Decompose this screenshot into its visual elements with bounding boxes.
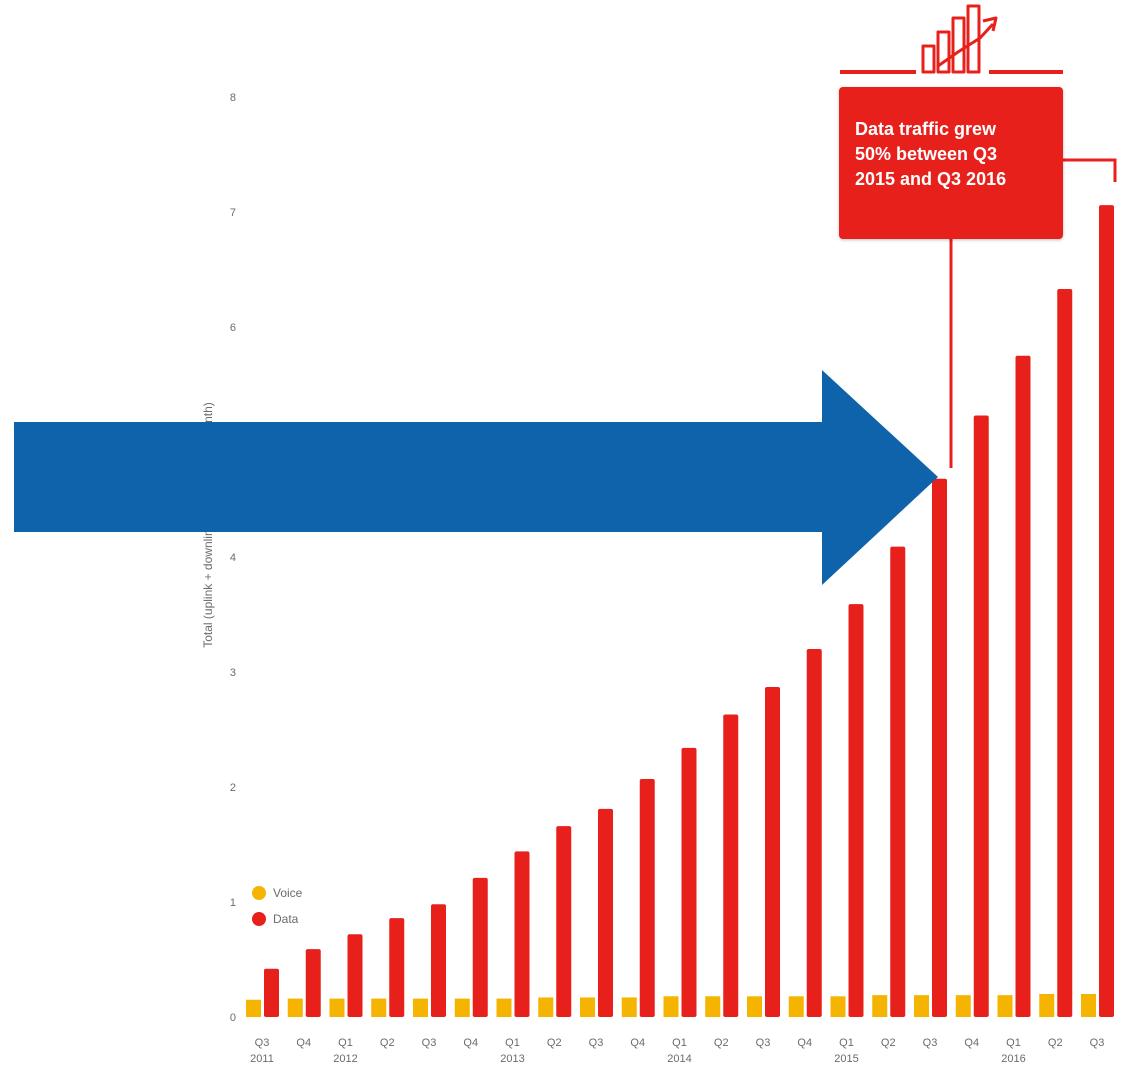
data-bar: [472, 877, 488, 1017]
data-bar: [598, 808, 613, 1017]
data-bar: [681, 747, 697, 1017]
data-bar: [1099, 205, 1114, 1018]
x-axis: Q3 Q4 Q1 Q2 Q3 Q4 Q1 Q2 Q3 Q4 Q1 Q2 Q3 Q4 Q1 Q2 Q3 Q4 Q1 Q2…: [250, 1037, 1104, 1065]
data-bar: [973, 415, 989, 1017]
annotation-box: Data traffic grew 50% between Q3 2015 an…: [839, 87, 1063, 239]
data-bar: [639, 778, 655, 1017]
voice-bar: [872, 995, 888, 1017]
legend-data-swatch: [252, 912, 266, 926]
voice-bar: [413, 998, 428, 1017]
data-bar: [305, 949, 321, 1017]
voice-bar: [997, 995, 1013, 1017]
x-tick-label: Q2: [714, 1037, 729, 1049]
voice-bar: [454, 998, 470, 1017]
voice-bar: [1039, 994, 1055, 1017]
data-bar: [890, 546, 906, 1017]
data-bar: [806, 649, 822, 1017]
data-bar: [723, 714, 739, 1017]
legend-voice-label: Voice: [273, 886, 303, 900]
annotation-line-1: Data traffic grew: [855, 119, 997, 139]
x-tick-label: Q3: [923, 1037, 938, 1049]
x-year-label: 2012: [333, 1053, 357, 1065]
callout-connector: [840, 70, 1117, 468]
x-year-label: 2016: [1001, 1053, 1025, 1065]
y-tick-label: 8: [230, 92, 236, 104]
y-tick-label: 0: [230, 1012, 236, 1024]
voice-bar: [246, 999, 261, 1017]
x-year-label: 2013: [500, 1053, 524, 1065]
data-bar: [556, 826, 572, 1017]
x-tick-label: Q2: [547, 1037, 562, 1049]
legend-voice-swatch: [252, 886, 266, 900]
voice-bar: [788, 996, 804, 1017]
x-tick-label: Q3: [255, 1037, 270, 1049]
x-tick-label: Q3: [1090, 1037, 1105, 1049]
data-bar: [848, 604, 864, 1017]
data-bar: [389, 918, 405, 1017]
x-tick-label: Q1: [839, 1037, 854, 1049]
data-bar: [932, 478, 947, 1017]
x-year-label: 2015: [834, 1053, 858, 1065]
y-axis: 012345678: [230, 92, 236, 1024]
voice-bar: [621, 997, 637, 1017]
y-tick-label: 1: [230, 897, 236, 909]
x-tick-label: Q4: [463, 1037, 478, 1049]
y-tick-label: 6: [230, 322, 236, 334]
x-tick-label: Q3: [422, 1037, 437, 1049]
annotation-line-3: 2015 and Q3 2016: [855, 169, 1007, 189]
x-tick-label: Q4: [964, 1037, 979, 1049]
x-tick-label: Q2: [380, 1037, 395, 1049]
data-bar: [347, 934, 363, 1017]
y-tick-label: 3: [230, 667, 236, 679]
data-bar: [765, 686, 780, 1017]
y-tick-label: 4: [230, 552, 236, 564]
voice-bar: [955, 995, 971, 1017]
x-tick-label: Q1: [338, 1037, 353, 1049]
data-bar: [514, 851, 530, 1017]
voice-bar: [329, 998, 345, 1017]
x-tick-label: Q4: [296, 1037, 311, 1049]
y-tick-label: 2: [230, 782, 236, 794]
data-bar: [431, 904, 446, 1017]
voice-bar: [914, 995, 929, 1017]
data-bar: [264, 968, 279, 1017]
annotation-line-2: 50% between Q3: [855, 144, 998, 164]
voice-bar: [580, 997, 595, 1017]
x-tick-label: Q2: [881, 1037, 896, 1049]
legend-data-label: Data: [273, 912, 299, 926]
voice-bar: [496, 998, 512, 1017]
x-year-label: 2011: [250, 1053, 274, 1065]
legend: Voice Data: [252, 886, 303, 926]
data-bar: [1015, 355, 1031, 1017]
voice-bar: [371, 998, 387, 1017]
x-tick-label: Q1: [672, 1037, 687, 1049]
voice-bar: [1081, 994, 1096, 1017]
voice-bar: [747, 996, 762, 1017]
bars: [246, 205, 1114, 1018]
x-tick-label: Q4: [630, 1037, 645, 1049]
voice-bar: [830, 996, 846, 1017]
data-bar: [1057, 289, 1073, 1017]
right-arrow-icon: [14, 370, 938, 585]
x-tick-label: Q3: [589, 1037, 604, 1049]
x-tick-label: Q3: [756, 1037, 771, 1049]
growth-bar-chart-icon: [921, 4, 998, 74]
voice-bar: [287, 998, 303, 1017]
x-year-label: 2014: [667, 1053, 691, 1065]
x-tick-label: Q1: [1006, 1037, 1021, 1049]
x-tick-label: Q2: [1048, 1037, 1063, 1049]
voice-bar: [538, 997, 554, 1017]
voice-bar: [705, 996, 721, 1017]
x-tick-label: Q4: [797, 1037, 812, 1049]
voice-bar: [663, 996, 679, 1017]
x-tick-label: Q1: [505, 1037, 520, 1049]
y-tick-label: 7: [230, 207, 236, 219]
